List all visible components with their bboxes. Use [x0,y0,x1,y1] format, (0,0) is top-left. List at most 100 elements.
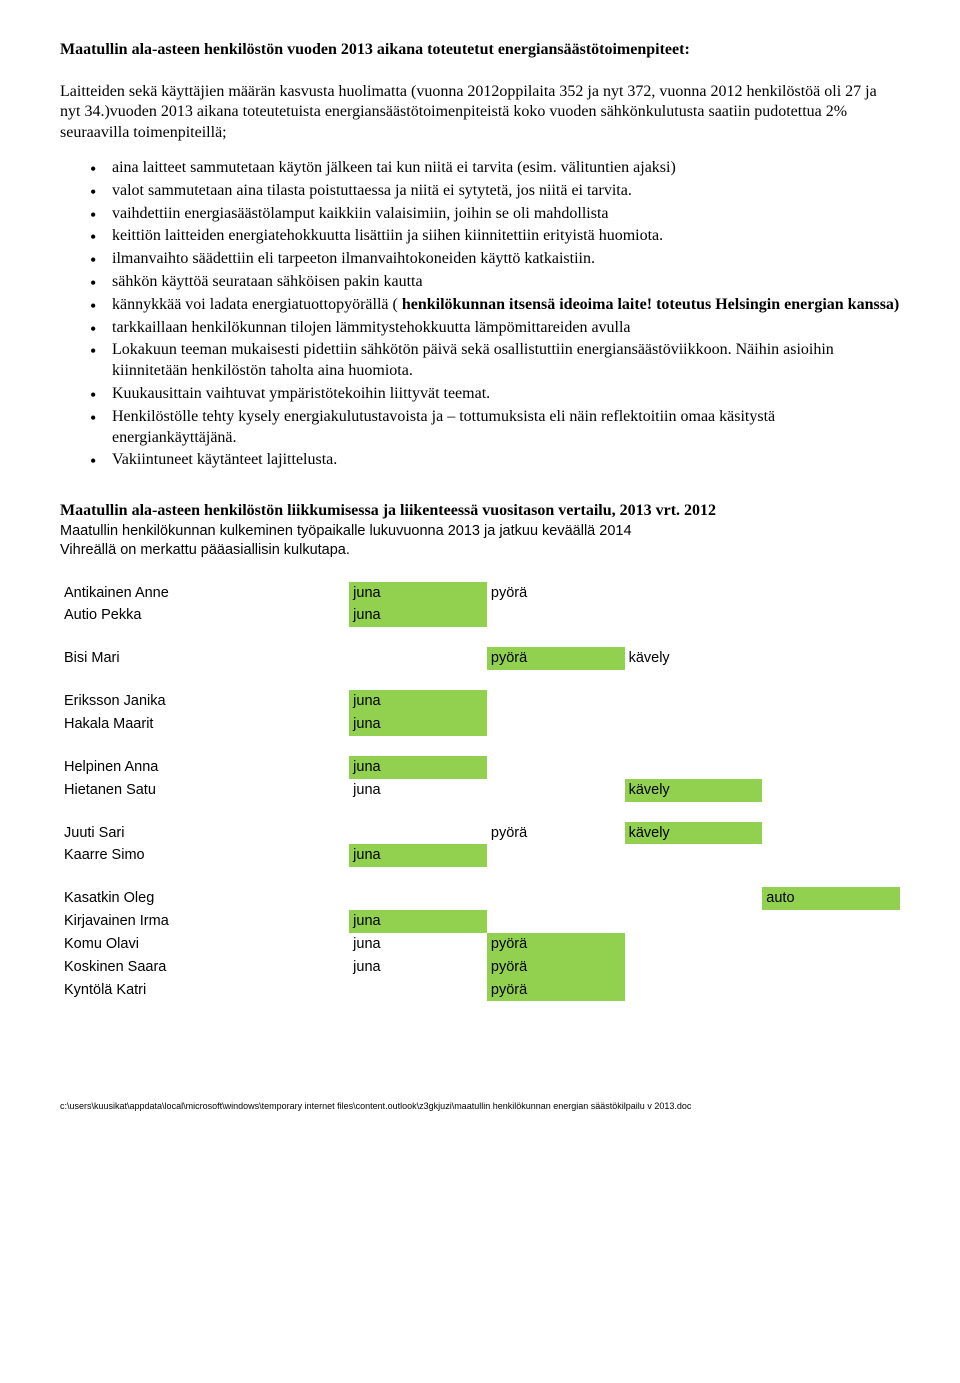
commute-row: Hietanen Satujuna kävely [60,779,900,802]
mode-cell [762,604,900,627]
mode-cell [487,690,625,713]
person-name: Antikainen Anne [60,582,349,605]
mode-cell: pyörä [487,582,625,605]
bullet-item: kännykkää voi ladata energiatuottopyöräl… [90,295,900,316]
commute-row: Helpinen Annajuna [60,756,900,779]
mode-cell: juna [349,956,487,979]
bullet-item: keittiön laitteiden energiatehokkuutta l… [90,226,900,247]
person-name: Bisi Mari [60,647,349,670]
commute-heading: Maatullin ala-asteen henkilöstön liikkum… [60,501,900,522]
mode-cell: auto [762,887,900,910]
commute-row: Autio Pekkajuna [60,604,900,627]
mode-cell: kävely [625,779,763,802]
commute-block: Helpinen AnnajunaHietanen Satujuna kävely [60,756,900,802]
mode-cell: juna [349,604,487,627]
commute-row: Eriksson Janikajuna [60,690,900,713]
bullet-item: tarkkaillaan henkilökunnan tilojen lämmi… [90,318,900,339]
mode-cell [487,713,625,736]
person-name: Hakala Maarit [60,713,349,736]
mode-cell [762,844,900,867]
footer-path: c:\users\kuusikat\appdata\local\microsof… [60,1101,900,1113]
mode-cell [349,647,487,670]
mode-cell [487,756,625,779]
person-name: Autio Pekka [60,604,349,627]
commute-block: Eriksson JanikajunaHakala Maaritjuna [60,690,900,736]
bullet-item: vaihdettiin energiasäästölamput kaikkiin… [90,204,900,225]
bullet-list: aina laitteet sammutetaan käytön jälkeen… [90,158,900,471]
person-name: Helpinen Anna [60,756,349,779]
commute-row: Bisi Mari pyöräkävely [60,647,900,670]
mode-cell [625,844,763,867]
mode-cell [625,756,763,779]
bullet-item: Vakiintuneet käytänteet lajittelusta. [90,450,900,471]
bullet-item: Kuukausittain vaihtuvat ympäristötekoihi… [90,384,900,405]
mode-cell [487,779,625,802]
mode-cell [762,910,900,933]
mode-cell: juna [349,910,487,933]
commute-row: Hakala Maaritjuna [60,713,900,736]
mode-cell [487,604,625,627]
person-name: Koskinen Saara [60,956,349,979]
mode-cell [487,887,625,910]
mode-cell [625,910,763,933]
mode-cell [762,582,900,605]
mode-cell [762,822,900,845]
bullet-item: Henkilöstölle tehty kysely energiakulutu… [90,407,900,449]
mode-cell [625,979,763,1002]
commute-row: Kasatkin Oleg auto [60,887,900,910]
bullet-item: sähkön käyttöä seurataan sähköisen pakin… [90,272,900,293]
person-name: Hietanen Satu [60,779,349,802]
mode-cell: juna [349,933,487,956]
mode-cell [762,647,900,670]
commute-block: Antikainen AnnejunapyöräAutio Pekkajuna [60,582,900,628]
person-name: Juuti Sari [60,822,349,845]
commute-row: Juuti Saripyöräkävely [60,822,900,845]
mode-cell: pyörä [487,822,625,845]
mode-cell: juna [349,690,487,713]
mode-cell: juna [349,756,487,779]
mode-cell [487,910,625,933]
bullet-item: aina laitteet sammutetaan käytön jälkeen… [90,158,900,179]
bullet-item: ilmanvaihto säädettiin eli tarpeeton ilm… [90,249,900,270]
mode-cell [349,822,487,845]
person-name: Kirjavainen Irma [60,910,349,933]
intro-paragraph: Laitteiden sekä käyttäjien määrän kasvus… [60,82,900,144]
commute-block: Juuti SaripyöräkävelyKaarre Simojuna [60,822,900,868]
person-name: Eriksson Janika [60,690,349,713]
mode-cell: juna [349,844,487,867]
mode-cell [487,844,625,867]
person-name: Kyntölä Katri [60,979,349,1002]
commute-row: Komu Olavijunapyörä [60,933,900,956]
bullet-item: Lokakuun teeman mukaisesti pidettiin säh… [90,340,900,382]
mode-cell [625,956,763,979]
commute-row: Antikainen Annejunapyörä [60,582,900,605]
bullet-item: valot sammutetaan aina tilasta poistutta… [90,181,900,202]
person-name: Kaarre Simo [60,844,349,867]
mode-cell [762,756,900,779]
mode-cell: juna [349,779,487,802]
mode-cell: pyörä [487,979,625,1002]
mode-cell [349,887,487,910]
mode-cell: juna [349,582,487,605]
mode-cell: juna [349,713,487,736]
mode-cell: kävely [625,647,763,670]
mode-cell [762,779,900,802]
commute-sub: Maatullin henkilökunnan kulkeminen työpa… [60,522,900,541]
mode-cell [762,979,900,1002]
mode-cell [762,956,900,979]
commute-row: Kirjavainen Irmajuna [60,910,900,933]
person-name: Kasatkin Oleg [60,887,349,910]
commute-container: Antikainen AnnejunapyöräAutio PekkajunaB… [60,582,900,1002]
mode-cell [625,604,763,627]
mode-cell [349,979,487,1002]
mode-cell [625,690,763,713]
mode-cell: pyörä [487,647,625,670]
commute-row: Kaarre Simojuna [60,844,900,867]
mode-cell [625,933,763,956]
mode-cell: pyörä [487,956,625,979]
commute-row: Koskinen Saarajunapyörä [60,956,900,979]
mode-cell [625,582,763,605]
commute-block: Kasatkin OlegautoKirjavainen IrmajunaKom… [60,887,900,1001]
mode-cell [625,713,763,736]
page-title: Maatullin ala-asteen henkilöstön vuoden … [60,40,900,61]
